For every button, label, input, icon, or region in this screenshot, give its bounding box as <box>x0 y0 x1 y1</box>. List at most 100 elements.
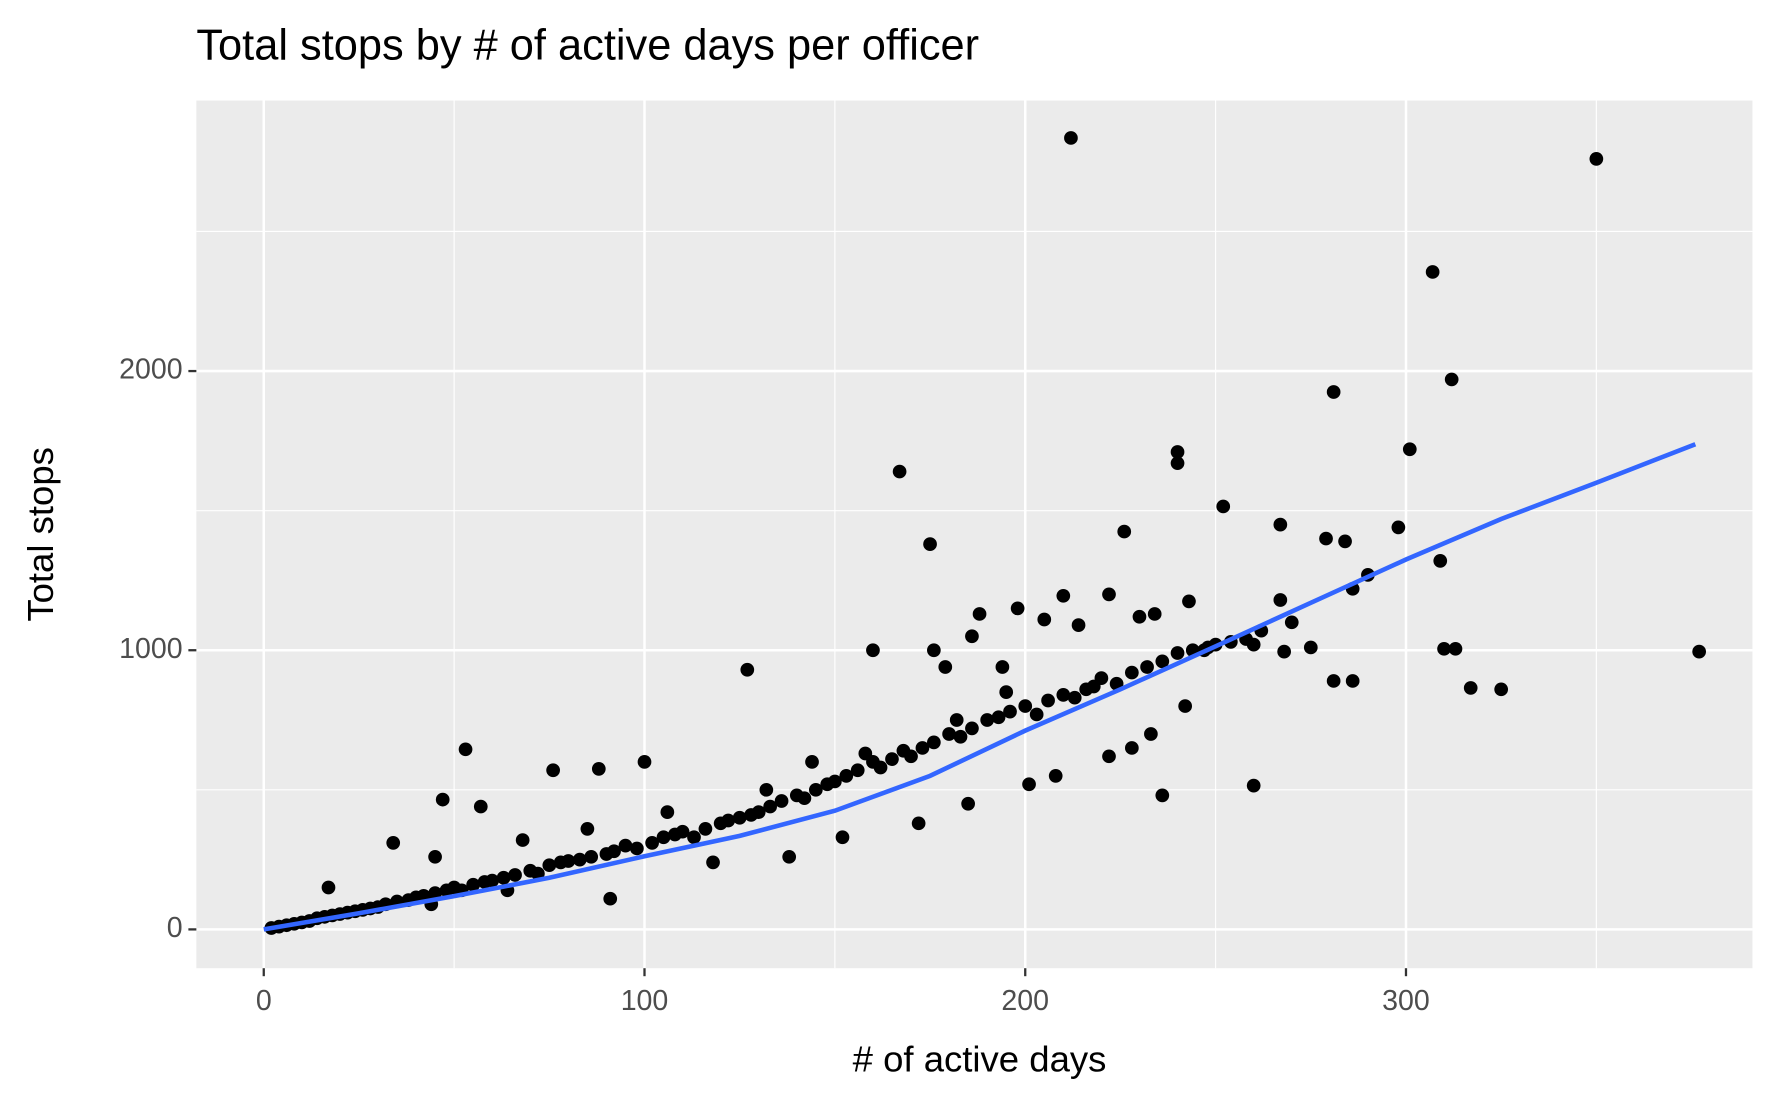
point <box>782 849 797 864</box>
point <box>999 685 1014 699</box>
point <box>961 796 975 811</box>
point <box>1178 699 1193 713</box>
x-axis-label: # of active days <box>853 1038 1107 1079</box>
point <box>774 794 789 808</box>
point <box>591 762 606 776</box>
point <box>1102 749 1116 764</box>
point <box>1056 588 1071 603</box>
plot-panel <box>196 100 1753 969</box>
point <box>759 782 774 797</box>
point <box>1338 534 1352 549</box>
point <box>660 805 675 820</box>
point <box>698 822 713 836</box>
point <box>572 852 587 867</box>
point <box>435 792 450 807</box>
point <box>904 749 918 764</box>
point <box>1102 587 1116 602</box>
point <box>1029 707 1044 722</box>
x-tick-label: 200 <box>1001 985 1049 1017</box>
point <box>839 769 854 783</box>
point <box>1589 152 1604 166</box>
point <box>1170 456 1185 471</box>
point <box>473 799 488 814</box>
point <box>1124 665 1139 680</box>
point <box>1018 699 1033 713</box>
point <box>321 880 336 895</box>
point <box>873 760 888 775</box>
y-tick-label: 2000 <box>119 354 182 386</box>
point <box>603 891 618 906</box>
point <box>953 729 968 744</box>
point <box>828 774 842 789</box>
point <box>645 836 659 850</box>
point <box>1345 674 1360 688</box>
point <box>496 870 511 885</box>
point <box>1170 646 1185 660</box>
point <box>656 830 671 845</box>
point <box>1326 385 1341 399</box>
point <box>542 858 557 873</box>
point <box>687 830 701 845</box>
point <box>1079 682 1094 697</box>
point <box>1155 654 1170 669</box>
point <box>972 607 987 621</box>
point <box>1437 641 1451 656</box>
point <box>965 629 979 644</box>
point <box>485 873 500 888</box>
point <box>751 805 766 820</box>
point <box>1433 554 1448 568</box>
point <box>938 660 953 674</box>
point <box>546 763 560 778</box>
point <box>763 799 777 814</box>
point <box>706 855 720 870</box>
point <box>965 721 979 736</box>
point <box>1117 524 1132 539</box>
y-tick-label: 0 <box>167 912 183 944</box>
point <box>386 836 401 850</box>
point <box>1448 641 1463 656</box>
point <box>618 838 633 853</box>
trend-line <box>263 442 1697 932</box>
point <box>995 660 1010 674</box>
x-tick-label: 300 <box>1382 985 1430 1017</box>
point <box>1284 615 1299 630</box>
point <box>584 849 599 864</box>
point <box>1273 517 1288 532</box>
point <box>797 791 812 806</box>
point <box>580 822 595 836</box>
point <box>561 854 576 868</box>
point <box>949 713 964 727</box>
point <box>740 662 755 677</box>
point <box>1140 660 1154 674</box>
point <box>1692 644 1707 659</box>
point <box>1041 693 1055 708</box>
point <box>515 833 530 847</box>
point <box>1182 594 1196 609</box>
point <box>637 755 652 769</box>
point <box>1003 704 1017 719</box>
x-tick-label: 0 <box>256 985 272 1017</box>
point <box>1425 265 1440 279</box>
point <box>428 886 442 900</box>
point <box>1124 741 1139 755</box>
point <box>1277 644 1291 659</box>
point <box>915 741 930 755</box>
x-tick-label: 100 <box>621 985 669 1017</box>
point <box>1144 727 1158 741</box>
point <box>1094 671 1109 685</box>
point <box>923 537 937 551</box>
point <box>1463 681 1478 695</box>
point <box>835 830 850 845</box>
point <box>1147 607 1162 621</box>
point <box>1170 445 1185 459</box>
point <box>1391 520 1406 535</box>
point <box>980 713 995 727</box>
point <box>1273 593 1288 607</box>
point <box>1155 788 1170 803</box>
point <box>508 868 522 882</box>
point <box>1303 640 1318 655</box>
point <box>1246 778 1261 793</box>
point <box>1056 688 1071 702</box>
point <box>1132 609 1147 624</box>
point <box>927 643 941 658</box>
